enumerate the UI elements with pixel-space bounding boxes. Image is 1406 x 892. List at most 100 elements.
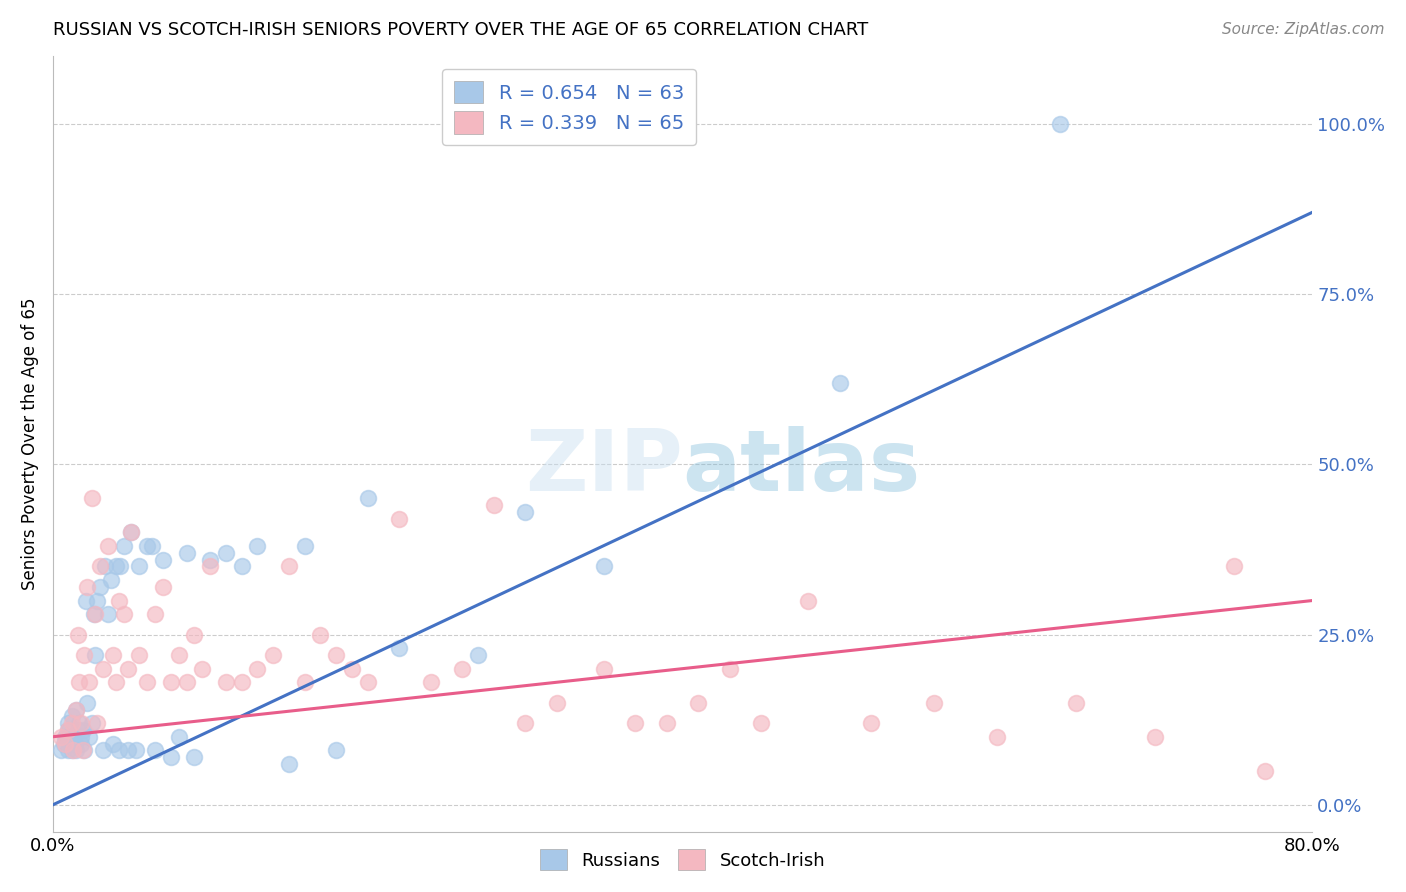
Point — [60, 743, 83, 757]
Point — [84, 607, 107, 622]
Point — [80, 716, 103, 731]
Point — [309, 627, 332, 641]
Point — [117, 743, 139, 757]
Point — [141, 539, 163, 553]
Point — [58, 723, 80, 737]
Point — [183, 627, 205, 641]
Point — [246, 662, 269, 676]
Point — [58, 716, 80, 731]
Text: ZIP: ZIP — [524, 425, 682, 508]
Point — [73, 648, 96, 662]
Point — [198, 559, 221, 574]
Point — [325, 648, 347, 662]
Point — [104, 675, 127, 690]
Point — [60, 709, 83, 723]
Point — [100, 573, 122, 587]
Point — [69, 716, 91, 731]
Point — [63, 737, 86, 751]
Point — [419, 675, 441, 690]
Text: atlas: atlas — [682, 425, 921, 508]
Point — [152, 552, 174, 566]
Point — [183, 750, 205, 764]
Text: Source: ZipAtlas.com: Source: ZipAtlas.com — [1222, 22, 1385, 37]
Point — [136, 539, 159, 553]
Point — [592, 559, 614, 574]
Point — [72, 723, 94, 737]
Point — [655, 716, 678, 731]
Point — [125, 743, 148, 757]
Point — [128, 648, 150, 662]
Point — [1049, 117, 1071, 131]
Point — [53, 730, 76, 744]
Point — [828, 376, 851, 390]
Point — [277, 757, 299, 772]
Point — [65, 702, 87, 716]
Point — [70, 737, 93, 751]
Point — [159, 750, 181, 764]
Point — [513, 505, 536, 519]
Point — [62, 730, 84, 744]
Point — [167, 730, 190, 744]
Point — [80, 491, 103, 506]
Point — [86, 593, 108, 607]
Point — [59, 737, 82, 751]
Point — [143, 607, 166, 622]
Point — [66, 627, 89, 641]
Point — [191, 662, 214, 676]
Point — [986, 730, 1008, 744]
Point — [152, 580, 174, 594]
Point — [120, 525, 142, 540]
Point — [83, 607, 105, 622]
Point — [104, 559, 127, 574]
Point — [89, 580, 111, 594]
Point — [624, 716, 647, 731]
Point — [356, 491, 378, 506]
Point — [93, 559, 115, 574]
Point — [482, 498, 505, 512]
Point — [388, 512, 411, 526]
Point — [688, 696, 710, 710]
Point — [86, 716, 108, 731]
Point — [294, 675, 316, 690]
Point — [231, 559, 253, 574]
Point — [58, 743, 80, 757]
Point — [108, 743, 131, 757]
Point — [356, 675, 378, 690]
Text: RUSSIAN VS SCOTCH-IRISH SENIORS POVERTY OVER THE AGE OF 65 CORRELATION CHART: RUSSIAN VS SCOTCH-IRISH SENIORS POVERTY … — [52, 21, 868, 39]
Point — [120, 525, 142, 540]
Point — [128, 559, 150, 574]
Point — [749, 716, 772, 731]
Point — [1254, 764, 1277, 778]
Point — [167, 648, 190, 662]
Point — [231, 675, 253, 690]
Point — [56, 730, 79, 744]
Point — [70, 716, 93, 731]
Point — [117, 662, 139, 676]
Legend: Russians, Scotch-Irish: Russians, Scotch-Irish — [533, 842, 832, 878]
Point — [49, 743, 72, 757]
Point — [592, 662, 614, 676]
Point — [112, 539, 135, 553]
Point — [176, 675, 198, 690]
Point — [101, 737, 124, 751]
Point — [451, 662, 474, 676]
Point — [176, 546, 198, 560]
Point — [76, 580, 98, 594]
Point — [136, 675, 159, 690]
Point — [143, 743, 166, 757]
Point — [77, 675, 100, 690]
Point — [718, 662, 741, 676]
Point — [65, 743, 87, 757]
Point — [97, 539, 120, 553]
Point — [159, 675, 181, 690]
Point — [340, 662, 363, 676]
Point — [66, 723, 89, 737]
Point — [1143, 730, 1166, 744]
Point — [108, 593, 131, 607]
Point — [262, 648, 284, 662]
Point — [294, 539, 316, 553]
Point — [325, 743, 347, 757]
Point — [546, 696, 568, 710]
Point — [215, 546, 238, 560]
Point — [91, 662, 114, 676]
